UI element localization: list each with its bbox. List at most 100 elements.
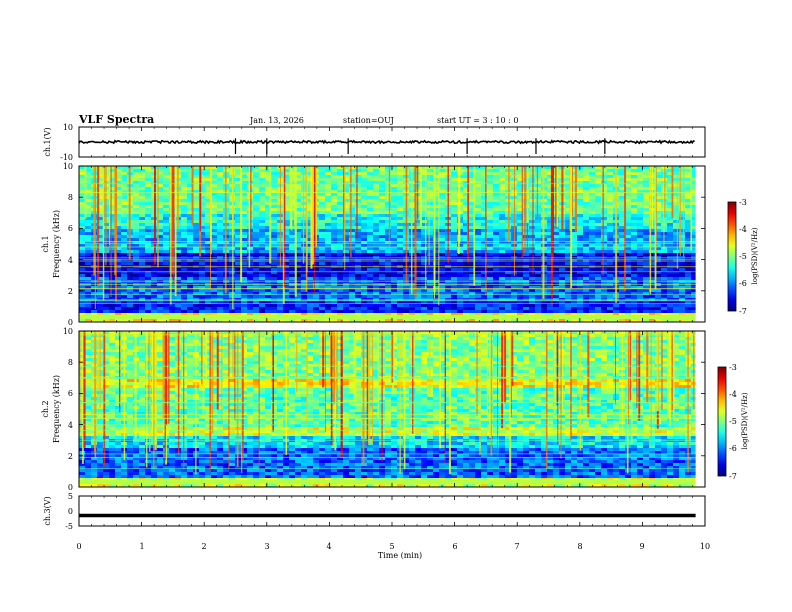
spectrogram-cell	[211, 295, 218, 299]
spectrogram-cell	[355, 229, 362, 233]
spectrogram-cell	[85, 292, 92, 296]
spectrogram-cell	[343, 226, 350, 230]
spectrogram-cell	[691, 232, 698, 236]
spectrogram-cell	[493, 232, 500, 236]
spectrogram-cell	[571, 244, 578, 248]
spectrogram-cell	[145, 172, 152, 176]
spectrogram-cell	[439, 289, 446, 293]
spectrogram-cell	[631, 259, 638, 263]
spectrogram-cell	[439, 175, 446, 179]
spectrogram-cell	[307, 217, 314, 221]
spectrogram-cell	[601, 193, 608, 197]
spectrogram-cell	[343, 211, 350, 215]
spectrogram-cell	[433, 286, 440, 290]
spectrogram-cell	[373, 307, 380, 311]
spectrogram-cell	[391, 217, 398, 221]
spectrogram-cell	[625, 205, 632, 209]
spectrogram-cell	[379, 205, 386, 209]
spectrogram-cell	[319, 289, 326, 293]
spectrogram-cell	[607, 295, 614, 299]
spectrogram-cell	[535, 226, 542, 230]
spectrogram-cell	[199, 190, 206, 194]
spectrogram-cell	[247, 172, 254, 176]
spectrogram-cell	[283, 181, 290, 185]
spectrogram-cell	[325, 286, 332, 290]
spectrogram-cell	[601, 166, 608, 170]
spectrogram-cell	[571, 175, 578, 179]
spectrogram-cell	[643, 184, 650, 188]
spectrogram-cell	[643, 190, 650, 194]
spectrogram-cell	[361, 181, 368, 185]
spectrogram-cell	[631, 235, 638, 239]
spectrogram-cell	[247, 178, 254, 182]
spectrogram-cell	[265, 271, 272, 275]
spectrogram-cell	[283, 205, 290, 209]
spectrogram-cell	[343, 247, 350, 251]
spectrogram-cell	[133, 247, 140, 251]
spectrogram-cell	[187, 238, 194, 242]
spectrogram-cell	[379, 169, 386, 173]
spectrogram-cell	[271, 196, 278, 200]
spectrogram-cell	[115, 250, 122, 254]
spectrogram-cell	[289, 277, 296, 281]
spectrogram-cell	[187, 199, 194, 203]
spectrogram-cell	[361, 184, 368, 188]
spectrogram-cell	[265, 172, 272, 176]
spectrogram-cell	[685, 238, 692, 242]
spectrogram-cell	[361, 223, 368, 227]
spectrogram-cell	[643, 211, 650, 215]
spectrogram-cell	[301, 295, 308, 299]
spectrogram-cell	[607, 199, 614, 203]
spectrogram-cell	[427, 280, 434, 284]
spectrogram-cell	[277, 268, 284, 272]
spectrogram-cell	[499, 199, 506, 203]
spectrogram-cell	[121, 205, 128, 209]
spectrogram-cell	[481, 178, 488, 182]
spectrogram-cell	[229, 304, 236, 308]
spectrogram-cell	[493, 244, 500, 248]
spectrogram-cell	[547, 271, 554, 275]
spectrogram-cell	[649, 259, 656, 263]
spectrogram-cell	[619, 286, 626, 290]
spectrogram-cell	[283, 244, 290, 248]
spectrogram-cell	[163, 244, 170, 248]
spectrogram-cell	[481, 241, 488, 245]
spectrogram-cell	[583, 244, 590, 248]
spectrogram-cell	[595, 193, 602, 197]
spectrogram-cell	[85, 310, 92, 314]
spectrogram-cell	[163, 172, 170, 176]
spectrogram-cell	[289, 238, 296, 242]
spectrogram-cell	[115, 196, 122, 200]
spectrogram-cell	[523, 241, 530, 245]
spectrogram-cell	[559, 292, 566, 296]
spectrogram-cell	[211, 187, 218, 191]
spectrogram-cell	[211, 175, 218, 179]
spectrogram-cell	[157, 307, 164, 311]
spectrogram-cell	[583, 208, 590, 212]
spectrogram-cell	[475, 193, 482, 197]
spectrogram-cell	[415, 226, 422, 230]
spectrogram-cell	[463, 304, 470, 308]
spectrogram-cell	[523, 271, 530, 275]
spectrogram-cell	[337, 211, 344, 215]
spectrogram-cell	[637, 235, 644, 239]
spectrogram-cell	[337, 301, 344, 305]
spectrogram-cell	[109, 295, 116, 299]
spectrogram-cell	[163, 169, 170, 173]
spectrogram-cell	[295, 199, 302, 203]
spectrogram-cell	[499, 274, 506, 278]
spectrogram-cell	[433, 193, 440, 197]
spectrogram-cell	[607, 226, 614, 230]
spectrogram-cell	[349, 304, 356, 308]
spectrogram-cell	[649, 250, 656, 254]
spectrogram-cell	[367, 214, 374, 218]
spectrogram-cell	[487, 268, 494, 272]
spectrogram-cell	[181, 310, 188, 314]
spectrogram-cell	[97, 304, 104, 308]
spectrogram-cell	[487, 259, 494, 263]
spectrogram-cell	[217, 199, 224, 203]
spectrogram-cell	[499, 268, 506, 272]
spectrogram-cell	[199, 271, 206, 275]
spectrogram-cell	[667, 271, 674, 275]
spectrogram-cell	[79, 241, 86, 245]
